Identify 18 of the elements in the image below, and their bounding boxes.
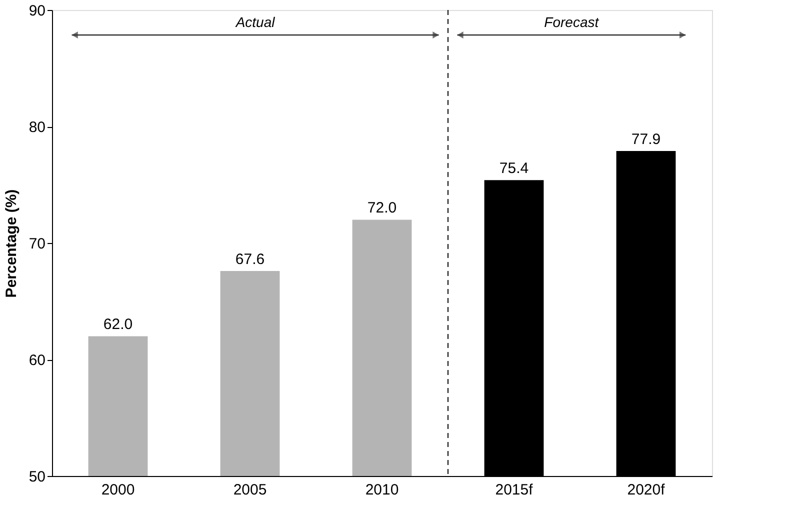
y-axis-title: Percentage (%)	[2, 189, 20, 298]
annotation: Forecast	[544, 14, 600, 30]
x-tick-label: 2005	[233, 482, 267, 498]
y-tick-label: 60	[28, 352, 46, 369]
y-tick-label: 50	[28, 468, 46, 486]
x-tick-label: 2015f	[495, 482, 534, 498]
data-label: 72.0	[367, 200, 397, 217]
y-tick-label: 90	[28, 2, 46, 20]
x-tick-label: 2020f	[627, 482, 666, 498]
y-tick-label: 70	[28, 236, 46, 252]
data-label: 62.0	[103, 316, 133, 334]
data-label: 77.9	[631, 130, 661, 148]
data-label: 75.4	[499, 160, 529, 178]
x-tick-label: 2000	[101, 482, 135, 498]
x-tick-label: 2010	[365, 482, 399, 498]
data-label: 67.6	[235, 250, 265, 268]
y-tick-label: 80	[28, 119, 46, 136]
annotation: Actual	[234, 14, 276, 30]
